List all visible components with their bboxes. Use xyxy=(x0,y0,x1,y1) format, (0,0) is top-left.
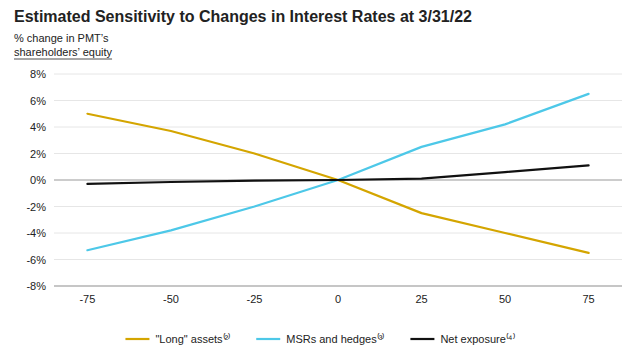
grid-line xyxy=(54,259,622,260)
legend: "Long" assets⁽²⁾ MSRs and hedges⁽³⁾ Net ex… xyxy=(125,333,514,345)
y-tick-label: 4% xyxy=(30,121,46,133)
y-tick-label: 2% xyxy=(30,148,46,160)
series-group xyxy=(87,94,588,253)
y-tick-label: -8% xyxy=(26,280,46,292)
grid xyxy=(54,74,622,286)
grid-line xyxy=(54,286,622,287)
legend-label: "Long" assets⁽²⁾ xyxy=(155,333,230,345)
series-line xyxy=(87,94,588,250)
y-tick-label: -6% xyxy=(26,254,46,266)
grid-line xyxy=(54,233,622,234)
y-tick-label: -4% xyxy=(26,227,46,239)
y-tick-label: 0% xyxy=(30,174,46,186)
y-axis-label: % change in PMT’s xyxy=(14,32,109,44)
x-tick-label: 50 xyxy=(499,293,511,305)
x-tick-label: 75 xyxy=(582,293,594,305)
legend-item: MSRs and hedges⁽³⁾ xyxy=(256,333,384,345)
series-line xyxy=(87,165,588,184)
legend-swatch xyxy=(256,338,280,340)
legend-swatch xyxy=(125,338,149,340)
grid-line xyxy=(54,74,622,75)
legend-item: "Long" assets⁽²⁾ xyxy=(125,333,230,345)
x-tick-label: 25 xyxy=(415,293,427,305)
y-tick-label: -2% xyxy=(26,201,46,213)
grid-line xyxy=(54,100,622,101)
legend-label: MSRs and hedges⁽³⁾ xyxy=(286,333,384,345)
x-tick-label: 0 xyxy=(335,293,341,305)
x-tick-label: -50 xyxy=(163,293,179,305)
grid-line xyxy=(54,153,622,154)
y-tick-label: 6% xyxy=(30,95,46,107)
legend-label: Net exposure⁽⁴⁾ xyxy=(440,333,514,345)
legend-item: Net exposure⁽⁴⁾ xyxy=(410,333,514,345)
y-tick-label: 8% xyxy=(30,68,46,80)
grid-line xyxy=(54,206,622,207)
title: Estimated Sensitivity to Changes in Inte… xyxy=(14,8,472,25)
x-tick-label: -75 xyxy=(79,293,95,305)
x-tick-label: -25 xyxy=(247,293,263,305)
y-axis-label-underline xyxy=(14,59,112,60)
grid-line xyxy=(54,127,622,128)
x-axis-line xyxy=(54,286,622,287)
y-axis-label: shareholders’ equity xyxy=(14,46,113,58)
chart-svg: Estimated Sensitivity to Changes in Inte… xyxy=(0,0,640,357)
chart-container: Estimated Sensitivity to Changes in Inte… xyxy=(0,0,640,357)
legend-swatch xyxy=(410,338,434,340)
